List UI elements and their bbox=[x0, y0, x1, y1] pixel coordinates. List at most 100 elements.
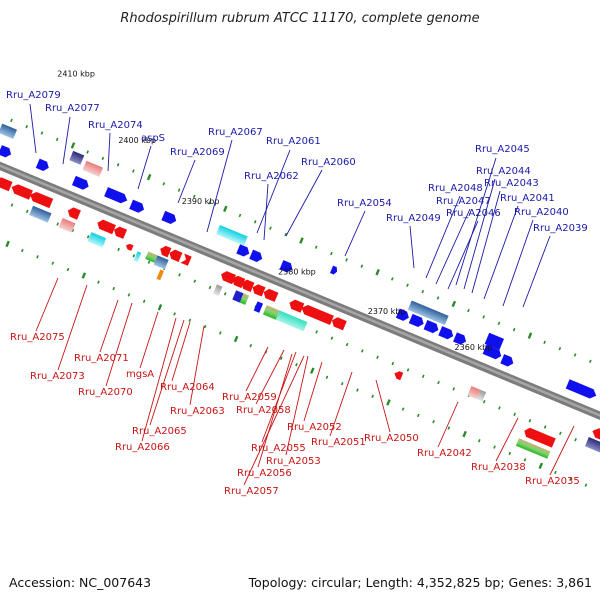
tick-mark bbox=[421, 374, 425, 378]
tick-mark bbox=[498, 406, 501, 410]
tick-mark bbox=[589, 359, 592, 364]
tick-mark bbox=[295, 362, 298, 367]
tick-mark bbox=[284, 232, 287, 237]
feature-boxes bbox=[0, 123, 600, 459]
tick-mark bbox=[360, 264, 364, 268]
leader-line bbox=[149, 319, 185, 426]
leader-line bbox=[425, 195, 461, 279]
tick-mark bbox=[249, 343, 253, 348]
scale-label: 2390 kbp bbox=[182, 197, 220, 206]
gene-label: Rru_A2041 bbox=[500, 193, 555, 204]
gene-label: Rru_A2054 bbox=[337, 198, 392, 209]
leader-line bbox=[285, 355, 309, 456]
tick-mark bbox=[436, 296, 440, 300]
gene-label: Rru_A2079 bbox=[6, 90, 61, 101]
leader-line bbox=[344, 210, 366, 257]
gene-label: Rru_A2077 bbox=[45, 103, 100, 114]
gene-arrow bbox=[0, 177, 13, 192]
scale-label: 2370 kbp bbox=[368, 307, 406, 316]
tick-mark bbox=[142, 299, 146, 303]
leader-line bbox=[105, 302, 133, 387]
leader-line bbox=[189, 325, 205, 406]
gene-label: Rru_A2044 bbox=[476, 166, 531, 177]
leader-line bbox=[455, 157, 497, 286]
feature-box bbox=[515, 438, 551, 459]
feature-box bbox=[87, 232, 107, 248]
gene-arrow bbox=[482, 344, 502, 360]
tick-row-outer bbox=[5, 240, 600, 494]
gene-arrow bbox=[129, 199, 145, 213]
tick-mark bbox=[558, 346, 562, 351]
tick-mark bbox=[543, 340, 546, 344]
tick-mark bbox=[219, 331, 222, 335]
gene-arrow bbox=[11, 184, 33, 200]
gene-label: mgsA bbox=[126, 369, 154, 380]
label-leader-lines bbox=[29, 103, 575, 486]
tick-mark bbox=[390, 277, 394, 281]
feature-box bbox=[275, 310, 308, 332]
tick-mark bbox=[528, 418, 532, 423]
tick-mark bbox=[376, 355, 379, 359]
gene-arrow bbox=[221, 271, 236, 285]
gene-label: Rru_A2060 bbox=[301, 157, 356, 168]
gene-arrow bbox=[30, 192, 54, 209]
tick-mark bbox=[70, 142, 76, 149]
feature-box bbox=[153, 255, 169, 270]
gene-arrow bbox=[524, 427, 556, 448]
genome-axis: 2410 kbp 2400 kbp 2390 kbp 2380 kbp 2370… bbox=[0, 69, 600, 494]
forward-strand-genes bbox=[0, 145, 597, 399]
tick-mark bbox=[559, 431, 562, 436]
leader-line bbox=[285, 169, 323, 237]
tick-mark bbox=[253, 220, 257, 224]
leader-line bbox=[471, 190, 501, 294]
gene-label: Rru_A2051 bbox=[311, 437, 366, 448]
tick-mark bbox=[482, 399, 486, 404]
gene-arrow bbox=[180, 253, 192, 266]
gene-label: Rru_A2038 bbox=[471, 462, 526, 473]
leader-line bbox=[257, 353, 293, 468]
gene-label: Rru_A2049 bbox=[386, 213, 441, 224]
gene-label: Rru_A2039 bbox=[533, 223, 588, 234]
leader-line bbox=[495, 417, 519, 462]
gene-arrow bbox=[329, 265, 338, 275]
gene-arrow bbox=[236, 244, 250, 257]
gene-arrow bbox=[394, 371, 404, 381]
tick-mark bbox=[523, 458, 527, 462]
feature-box bbox=[156, 269, 164, 281]
feature-box bbox=[216, 225, 248, 246]
tick-mark bbox=[330, 336, 334, 340]
tick-mark bbox=[340, 381, 344, 386]
tick-mark bbox=[86, 235, 90, 239]
tick-mark bbox=[81, 272, 87, 279]
tick-mark bbox=[208, 285, 212, 290]
gene-arrow bbox=[35, 158, 49, 171]
gene-label: Rru_A2070 bbox=[78, 387, 133, 398]
tick-mark bbox=[417, 413, 420, 418]
tick-mark bbox=[512, 327, 516, 332]
tick-mark bbox=[208, 201, 211, 205]
leader-line bbox=[243, 355, 305, 486]
leader-line bbox=[141, 317, 177, 442]
feature-box bbox=[29, 205, 52, 223]
scale-label: 2360 kbp bbox=[455, 343, 493, 352]
tick-mark bbox=[345, 342, 349, 347]
gene-arrow bbox=[71, 175, 89, 190]
gene-arrow bbox=[565, 379, 597, 399]
scale-label: 2380 kbp bbox=[278, 267, 316, 276]
leader-line bbox=[483, 205, 519, 300]
tick-mark bbox=[36, 255, 39, 259]
tick-mark bbox=[371, 394, 374, 399]
leader-line bbox=[502, 219, 534, 307]
gene-arrow bbox=[263, 288, 279, 302]
tick-mark bbox=[432, 420, 435, 424]
leader-line bbox=[437, 401, 459, 448]
tick-mark bbox=[127, 293, 131, 297]
gene-label: Rru_A2055 bbox=[251, 443, 306, 454]
feature-box bbox=[232, 290, 244, 303]
tick-mark bbox=[345, 258, 348, 262]
tick-mark bbox=[401, 407, 405, 411]
tick-mark bbox=[162, 182, 166, 186]
feature-box bbox=[407, 300, 449, 326]
tick-mark bbox=[10, 203, 14, 207]
